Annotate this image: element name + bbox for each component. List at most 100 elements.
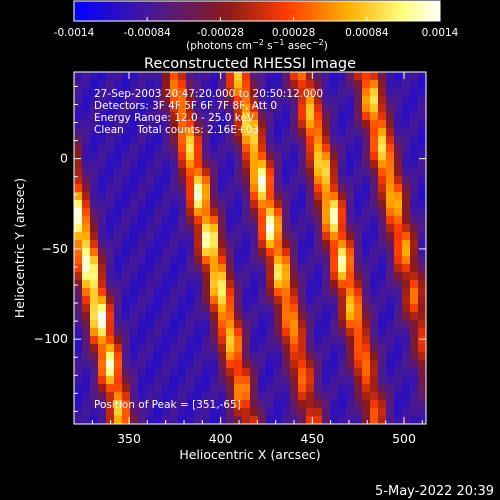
heatmap-cell [210, 344, 219, 353]
heatmap-cell [258, 208, 267, 217]
y-tick-label: −50 [42, 241, 68, 256]
heatmap-cell [282, 344, 291, 353]
heatmap-cell [114, 400, 123, 409]
heatmap-cell [274, 320, 283, 329]
heatmap-cell [386, 184, 395, 193]
heatmap-cell [410, 208, 419, 217]
heatmap-cell [170, 176, 179, 185]
heatmap-cell [370, 120, 379, 129]
heatmap-cell [378, 368, 387, 377]
heatmap-cell [218, 400, 227, 409]
heatmap-cell [202, 264, 211, 273]
heatmap-cell [266, 288, 275, 297]
heatmap-cell [346, 304, 355, 313]
heatmap-cell [242, 368, 251, 377]
heatmap-cell [138, 160, 147, 169]
heatmap-cell [82, 80, 91, 89]
heatmap-cell [74, 328, 83, 337]
heatmap-cell [282, 408, 291, 417]
y-axis-label: Heliocentric Y (arcsec) [12, 178, 27, 318]
heatmap-cell [314, 280, 323, 289]
heatmap-cell [282, 296, 291, 305]
heatmap-cell [138, 176, 147, 185]
heatmap-cell [210, 216, 219, 225]
heatmap-cell [202, 176, 211, 185]
heatmap-cell [298, 200, 307, 209]
heatmap-cell [330, 192, 339, 201]
heatmap-cell [258, 416, 267, 424]
heatmap-cell [98, 392, 107, 401]
heatmap-cell [314, 200, 323, 209]
heatmap-cell [226, 128, 235, 137]
heatmap-cell [354, 400, 363, 409]
heatmap-cell [274, 144, 283, 153]
heatmap-cell [346, 416, 355, 424]
heatmap-cell [250, 104, 259, 113]
heatmap-cell [162, 320, 171, 329]
heatmap-cell [298, 176, 307, 185]
heatmap-cell [402, 80, 411, 89]
heatmap-cell [394, 408, 403, 417]
heatmap-cell [98, 336, 107, 345]
heatmap-cell [354, 232, 363, 241]
heatmap-cell [362, 288, 371, 297]
heatmap-cell [90, 136, 99, 145]
heatmap-cell [346, 360, 355, 369]
heatmap-cell [266, 96, 275, 105]
heatmap-cell [114, 272, 123, 281]
heatmap-cell [170, 160, 179, 169]
heatmap-cell [298, 296, 307, 305]
heatmap-cell [330, 216, 339, 225]
heatmap-cell [394, 368, 403, 377]
heatmap-cell [330, 88, 339, 97]
heatmap-cell [362, 360, 371, 369]
heatmap-cell [162, 240, 171, 249]
heatmap-cell [106, 104, 115, 113]
heatmap-cell [266, 176, 275, 185]
info-detectors: Detectors: 3F 4F 5F 6F 7F 8F, Att 0 [94, 100, 277, 112]
colorbar-tick-label: -0.00084 [124, 27, 172, 39]
heatmap-cell [394, 200, 403, 209]
heatmap-cell [74, 320, 83, 329]
heatmap-cell [234, 168, 243, 177]
heatmap-cell [306, 312, 315, 321]
heatmap-cell [274, 80, 283, 89]
heatmap-cell [130, 200, 139, 209]
heatmap-cell [154, 320, 163, 329]
heatmap-cell [258, 192, 267, 201]
y-axis: 0−50−100 [34, 85, 426, 412]
heatmap-cell [250, 224, 259, 233]
heatmap-cell [178, 416, 187, 424]
heatmap-cell [290, 136, 299, 145]
heatmap-cell [346, 256, 355, 265]
heatmap-cell [418, 344, 426, 353]
heatmap-cell [266, 72, 275, 81]
heatmap-cell [250, 128, 259, 137]
heatmap-cell [250, 232, 259, 241]
heatmap-cell [418, 224, 426, 233]
heatmap-cell [122, 88, 131, 97]
heatmap-cell [370, 312, 379, 321]
heatmap-cell [362, 152, 371, 161]
heatmap-cell [298, 360, 307, 369]
heatmap-cell [210, 144, 219, 153]
heatmap-cell [362, 328, 371, 337]
heatmap-cell [122, 248, 131, 257]
heatmap-cell [330, 80, 339, 89]
heatmap-cell [106, 80, 115, 89]
heatmap-cell [394, 336, 403, 345]
heatmap-cell [418, 160, 426, 169]
heatmap-cell [410, 112, 419, 121]
heatmap-cell [202, 280, 211, 289]
heatmap-cell [146, 384, 155, 393]
heatmap-cell [114, 352, 123, 361]
heatmap-cell [386, 352, 395, 361]
heatmap-cell [346, 384, 355, 393]
heatmap-cell [330, 128, 339, 137]
heatmap-cell [386, 304, 395, 313]
heatmap-cell [354, 120, 363, 129]
heatmap-cell [282, 384, 291, 393]
colorbar-tick-label: -0.00028 [197, 27, 244, 39]
colorbar-tick-label: 0.00028 [272, 27, 315, 39]
heatmap-cell [242, 192, 251, 201]
